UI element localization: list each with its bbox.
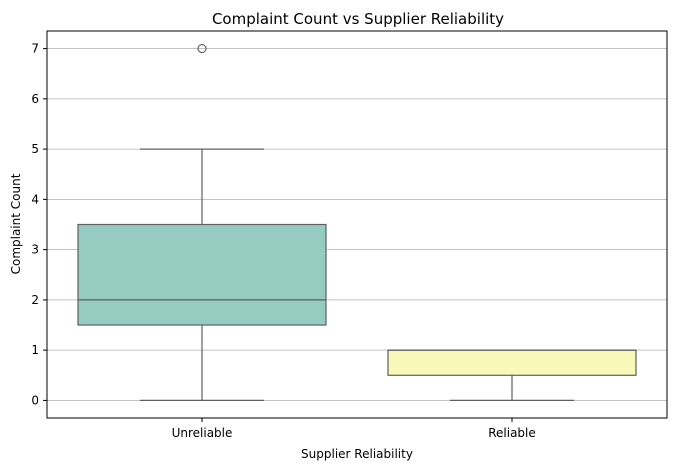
y-tick-label: 5	[31, 142, 39, 156]
y-axis-label: Complaint Count	[9, 173, 23, 274]
chart-title: Complaint Count vs Supplier Reliability	[212, 10, 504, 28]
box-reliable	[387, 349, 637, 376]
x-tick-label: Reliable	[488, 426, 536, 440]
y-tick-label: 2	[31, 293, 39, 307]
x-axis-label: Supplier Reliability	[301, 447, 413, 461]
box-layer	[77, 44, 637, 402]
y-tick-label: 1	[31, 343, 39, 357]
outlier-point	[197, 44, 207, 54]
y-tick-label: 0	[31, 393, 39, 407]
y-tick-label: 3	[31, 243, 39, 257]
x-tick-label: Unreliable	[172, 426, 233, 440]
plot-frame	[46, 30, 668, 419]
y-tick-label: 4	[31, 192, 39, 206]
tick-layer: 0 1 2 3 4 5 6 7 Unreliable Reliable	[31, 42, 535, 440]
y-tick-label: 7	[31, 42, 39, 56]
box-unreliable	[77, 223, 327, 326]
y-tick-label: 6	[31, 92, 39, 106]
